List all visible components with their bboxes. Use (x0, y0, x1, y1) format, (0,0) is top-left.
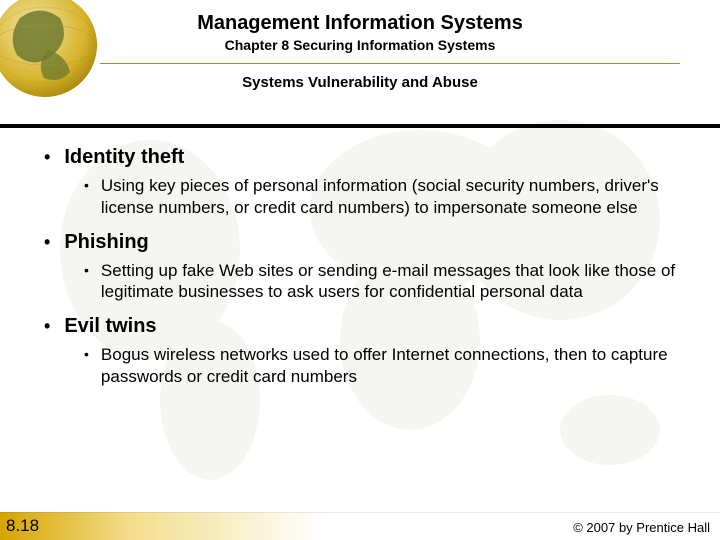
slide-body: • Identity theft • Using key pieces of per… (0, 128, 720, 388)
section-heading: Systems Vulnerability and Abuse (0, 74, 720, 91)
copyright-text: © 2007 by Prentice Hall (573, 520, 710, 535)
list-item: • Identity theft • Using key pieces of per… (44, 146, 688, 219)
header-rule (100, 63, 680, 64)
topic-body: Setting up fake Web sites or sending e-m… (101, 260, 688, 304)
list-item: • Bogus wireless networks used to offer I… (84, 344, 688, 388)
globe-icon (0, 0, 100, 100)
slide-footer: 8.18 © 2007 by Prentice Hall (0, 512, 720, 540)
topic-heading: Evil twins (64, 315, 156, 338)
bullet-icon: • (44, 148, 50, 166)
bullet-icon: • (84, 344, 89, 365)
list-item: • Setting up fake Web sites or sending e-… (84, 260, 688, 304)
topic-body: Bogus wireless networks used to offer In… (101, 344, 688, 388)
header-divider-bar (0, 124, 720, 128)
bullet-icon: • (44, 317, 50, 335)
chapter-subtitle: Chapter 8 Securing Information Systems (0, 37, 720, 53)
bullet-icon: • (84, 175, 89, 196)
topic-heading: Phishing (64, 231, 148, 254)
page-number: 8.18 (6, 516, 39, 536)
topic-heading: Identity theft (64, 146, 184, 169)
slide-header: Management Information Systems Chapter 8… (0, 0, 720, 128)
bullet-icon: • (44, 233, 50, 251)
topic-body: Using key pieces of personal information… (101, 175, 688, 219)
list-item: • Using key pieces of personal informatio… (84, 175, 688, 219)
list-item: • Evil twins • Bogus wireless networks use… (44, 315, 688, 388)
title-block: Management Information Systems Chapter 8… (0, 0, 720, 53)
course-title: Management Information Systems (0, 12, 720, 35)
topic-list: • Identity theft • Using key pieces of per… (44, 146, 688, 388)
list-item: • Phishing • Setting up fake Web sites or … (44, 231, 688, 304)
bullet-icon: • (84, 260, 89, 281)
